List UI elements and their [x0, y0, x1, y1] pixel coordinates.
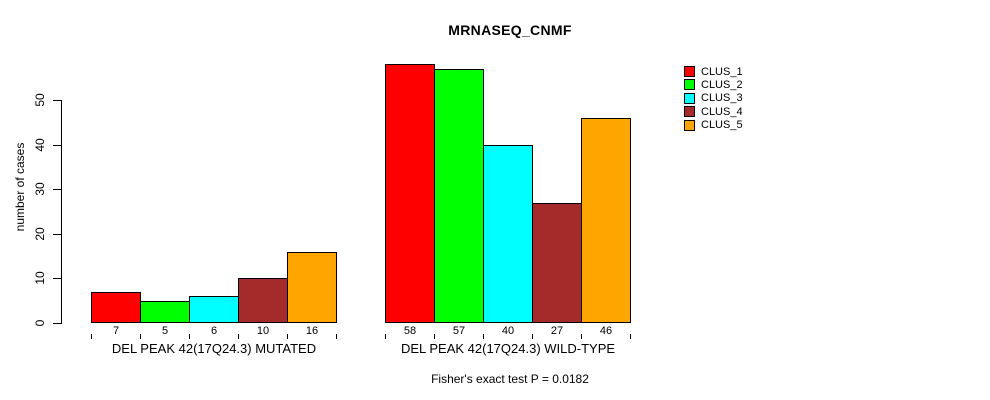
legend-swatch	[684, 92, 695, 104]
chart-title: MRNASEQ_CNMF	[448, 22, 572, 38]
bar	[238, 278, 288, 323]
bar-value-label: 46	[599, 325, 613, 337]
legend-swatch	[684, 106, 695, 118]
y-axis-tick	[53, 189, 61, 191]
y-axis-tick	[53, 323, 61, 324]
legend-swatch	[684, 119, 695, 131]
legend-label: CLUS_5	[701, 119, 743, 132]
y-axis-tick	[53, 100, 61, 101]
x-axis-tick	[532, 334, 533, 339]
x-axis-tick	[91, 334, 92, 339]
bar	[532, 203, 582, 323]
x-axis-tick	[287, 334, 288, 339]
y-axis-tick-label: 20	[33, 227, 47, 241]
bar	[581, 118, 631, 323]
y-axis-line	[61, 100, 62, 324]
legend-label: CLUS_1	[701, 65, 743, 78]
y-axis-tick	[53, 233, 61, 235]
bar	[434, 69, 484, 323]
bar-value-label: 7	[112, 325, 120, 337]
bar-value-label: 57	[452, 325, 466, 337]
bar	[140, 301, 190, 323]
legend-swatch	[684, 79, 695, 91]
bar-value-label: 10	[256, 325, 270, 337]
bar	[385, 64, 435, 323]
y-axis-tick-label: 50	[33, 93, 47, 107]
group-label: DEL PEAK 42(17Q24.3) WILD-TYPE	[400, 341, 616, 356]
x-axis-tick	[581, 334, 582, 339]
legend-label: CLUS_3	[701, 92, 743, 105]
y-axis-tick-label: 40	[33, 137, 47, 152]
y-axis-tick	[53, 144, 61, 146]
bar-value-label: 27	[550, 325, 564, 337]
x-axis-tick	[238, 334, 239, 339]
bar-value-label: 58	[403, 325, 417, 337]
bar	[287, 252, 337, 323]
x-axis-tick	[630, 334, 631, 339]
legend-swatch	[684, 66, 695, 77]
y-axis-tick-label: 10	[33, 271, 47, 286]
x-axis-tick	[385, 334, 386, 339]
legend-label: CLUS_2	[701, 78, 743, 91]
y-axis-tick	[53, 278, 61, 280]
x-axis-tick	[434, 334, 435, 339]
y-axis-label: number of cases	[13, 142, 27, 232]
x-axis-tick	[483, 334, 484, 339]
bar-value-label: 6	[210, 325, 218, 337]
x-axis-tick	[189, 334, 190, 339]
legend: CLUS_1 CLUS_2 CLUS_3 CLUS_4 CLUS_5	[684, 62, 804, 142]
bar-value-label: 5	[161, 325, 169, 337]
bar	[91, 292, 141, 323]
y-axis-tick-label: 0	[33, 319, 47, 327]
group-label: DEL PEAK 42(17Q24.3) MUTATED	[111, 341, 317, 356]
bar	[189, 296, 239, 323]
bar-value-label: 40	[501, 325, 515, 337]
bar	[483, 145, 533, 323]
bar-value-label: 16	[305, 325, 319, 337]
x-axis-tick	[140, 334, 141, 339]
fisher-test-label: Fisher's exact test P = 0.0182	[431, 372, 589, 386]
x-axis-tick	[336, 334, 337, 339]
y-axis-tick-label: 30	[33, 182, 47, 196]
legend-label: CLUS_4	[701, 105, 743, 118]
